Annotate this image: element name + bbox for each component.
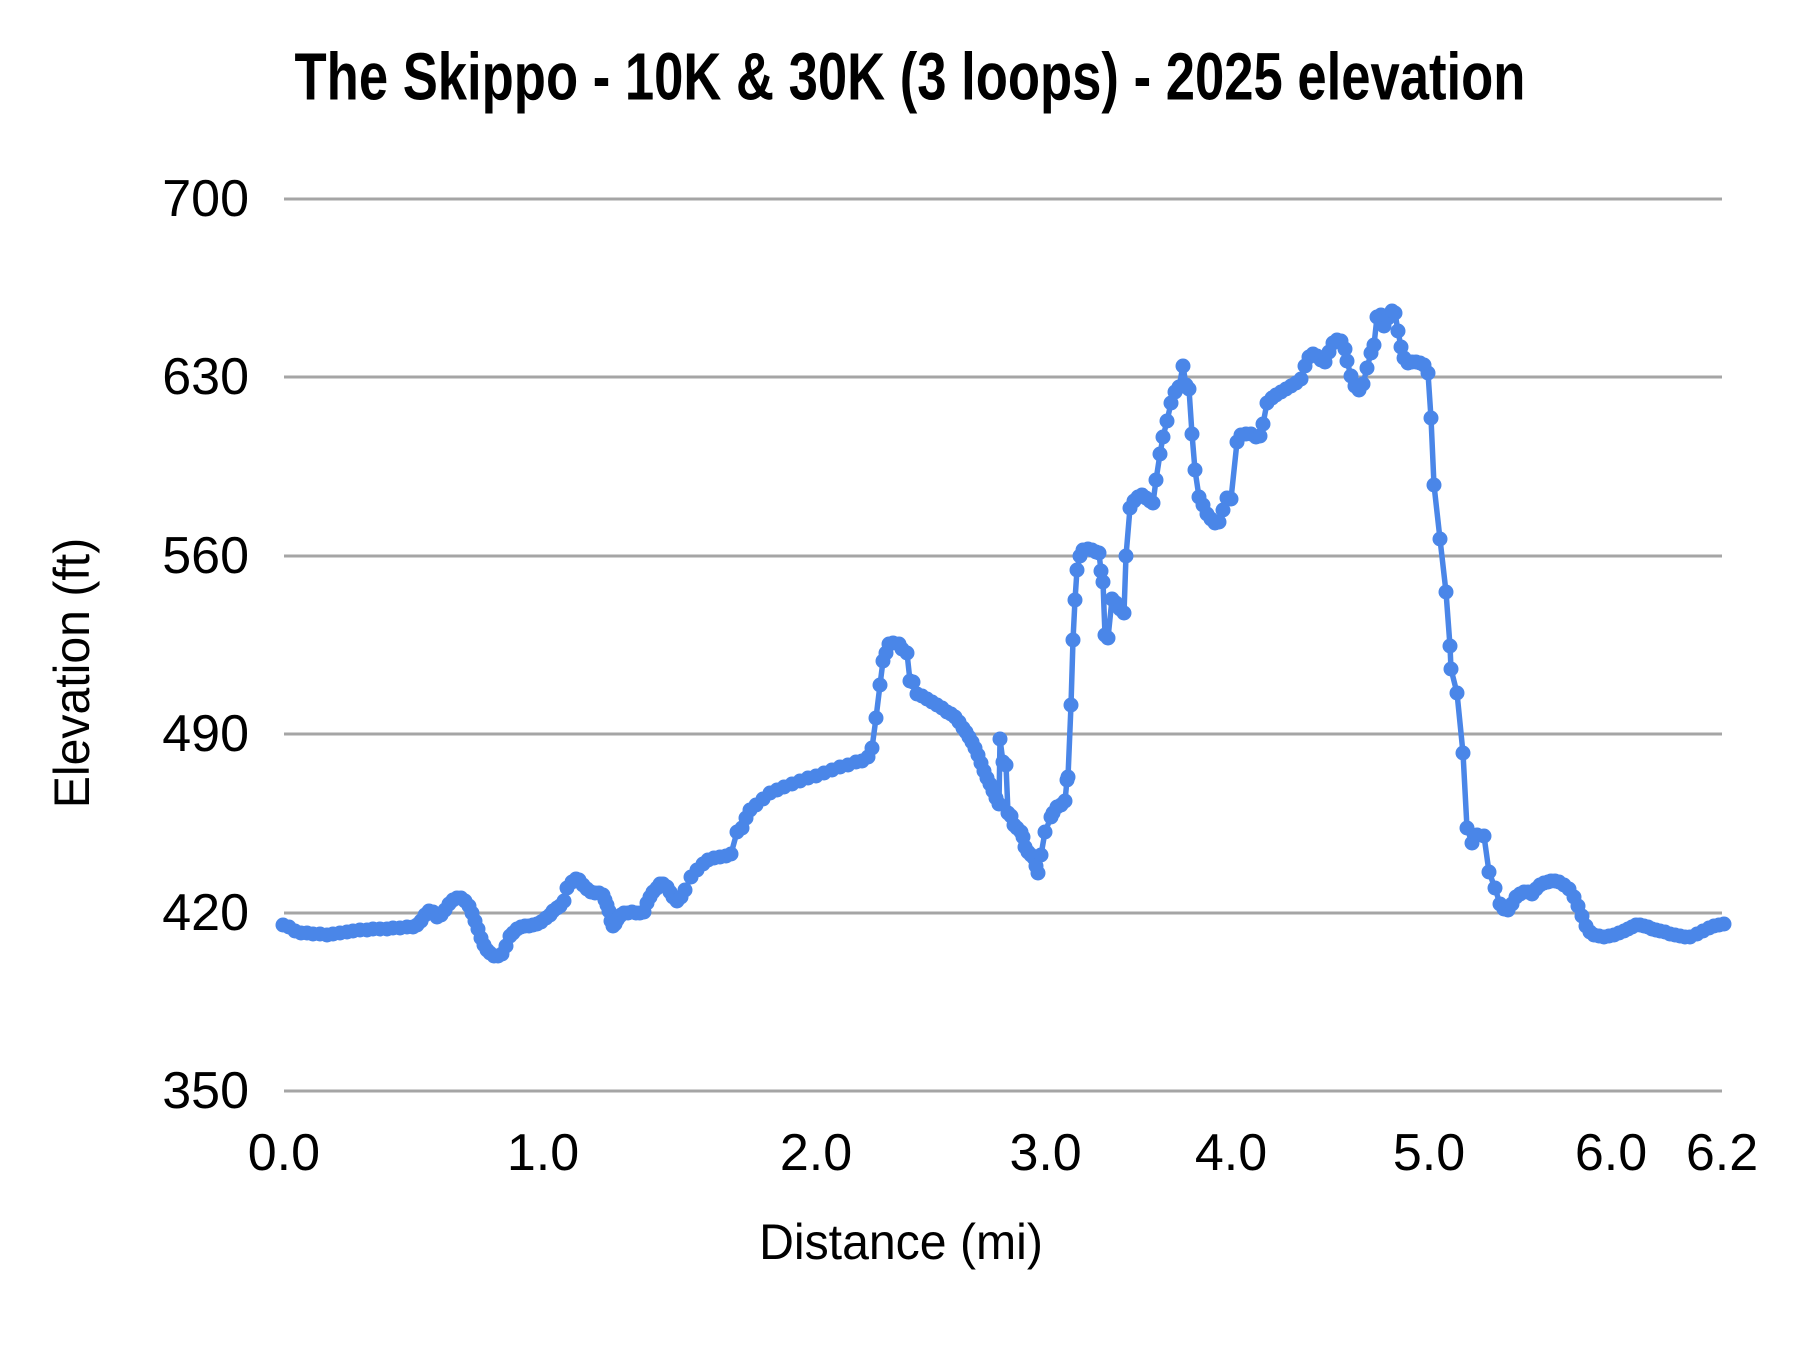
svg-text:5.0: 5.0 [1393,1124,1465,1182]
svg-text:Elevation (ft): Elevation (ft) [45,538,100,808]
svg-text:420: 420 [162,884,249,942]
svg-text:350: 350 [162,1062,249,1120]
svg-text:6.0: 6.0 [1575,1124,1647,1182]
svg-text:Distance (mi): Distance (mi) [759,1215,1043,1270]
svg-text:2.0: 2.0 [780,1124,852,1182]
svg-text:4.0: 4.0 [1195,1124,1267,1182]
svg-text:1.0: 1.0 [507,1124,579,1182]
svg-text:490: 490 [162,705,249,763]
svg-text:560: 560 [162,527,249,585]
svg-text:The Skippo - 10K & 30K (3 loop: The Skippo - 10K & 30K (3 loops) - 2025 … [295,39,1526,113]
svg-text:0.0: 0.0 [248,1124,320,1182]
svg-text:630: 630 [162,348,249,406]
svg-text:6.2: 6.2 [1686,1124,1758,1182]
svg-text:700: 700 [162,170,249,228]
svg-text:3.0: 3.0 [1009,1124,1081,1182]
